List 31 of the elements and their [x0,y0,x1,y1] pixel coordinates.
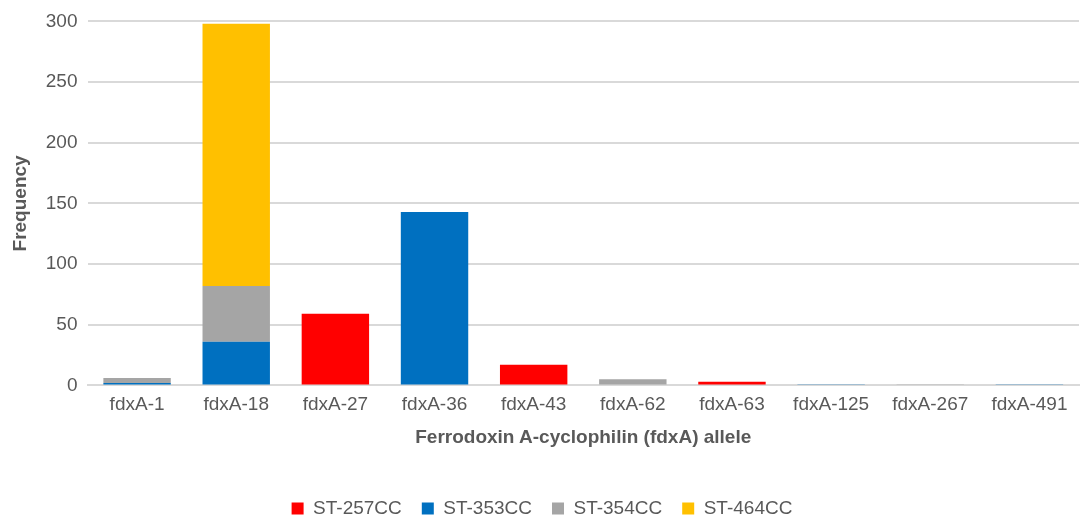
y-tick-label: 250 [45,70,78,92]
bar [599,379,667,385]
x-tick-label: fdxA-43 [500,393,567,415]
bar [202,285,270,342]
y-tick-label: 50 [56,312,78,334]
x-tick-label: fdxA-27 [302,393,369,415]
x-tick-label: fdxA-62 [600,393,666,415]
y-tick-label: 100 [45,252,78,274]
x-tick-label: fdxA-36 [401,393,468,415]
bar [202,341,270,385]
y-axis-title: Frequency [8,154,30,252]
x-tick-label: fdxA-125 [793,393,870,415]
legend-label: ST-464CC [703,496,793,518]
bar [103,378,171,383]
bar [400,211,469,385]
y-tick-label: 200 [45,130,78,152]
legend-label: ST-257CC [313,496,402,518]
y-tick-label: 0 [66,373,78,395]
x-axis-title: Ferrodoxin A-cyclophilin (fdxA) allele [415,425,752,447]
bar [499,364,568,385]
bar [301,313,370,385]
legend-label: ST-353CC [443,496,532,518]
legend-label: ST-354CC [573,496,663,518]
y-tick-label: 150 [45,191,78,213]
x-tick-label: fdxA-1 [109,393,165,415]
x-tick-label: fdxA-18 [203,393,269,415]
x-tick-label: fdxA-491 [991,393,1068,415]
x-tick-label: fdxA-267 [892,393,969,415]
bar [202,23,270,286]
y-tick-label: 300 [45,9,78,31]
x-tick-label: fdxA-63 [699,393,765,415]
